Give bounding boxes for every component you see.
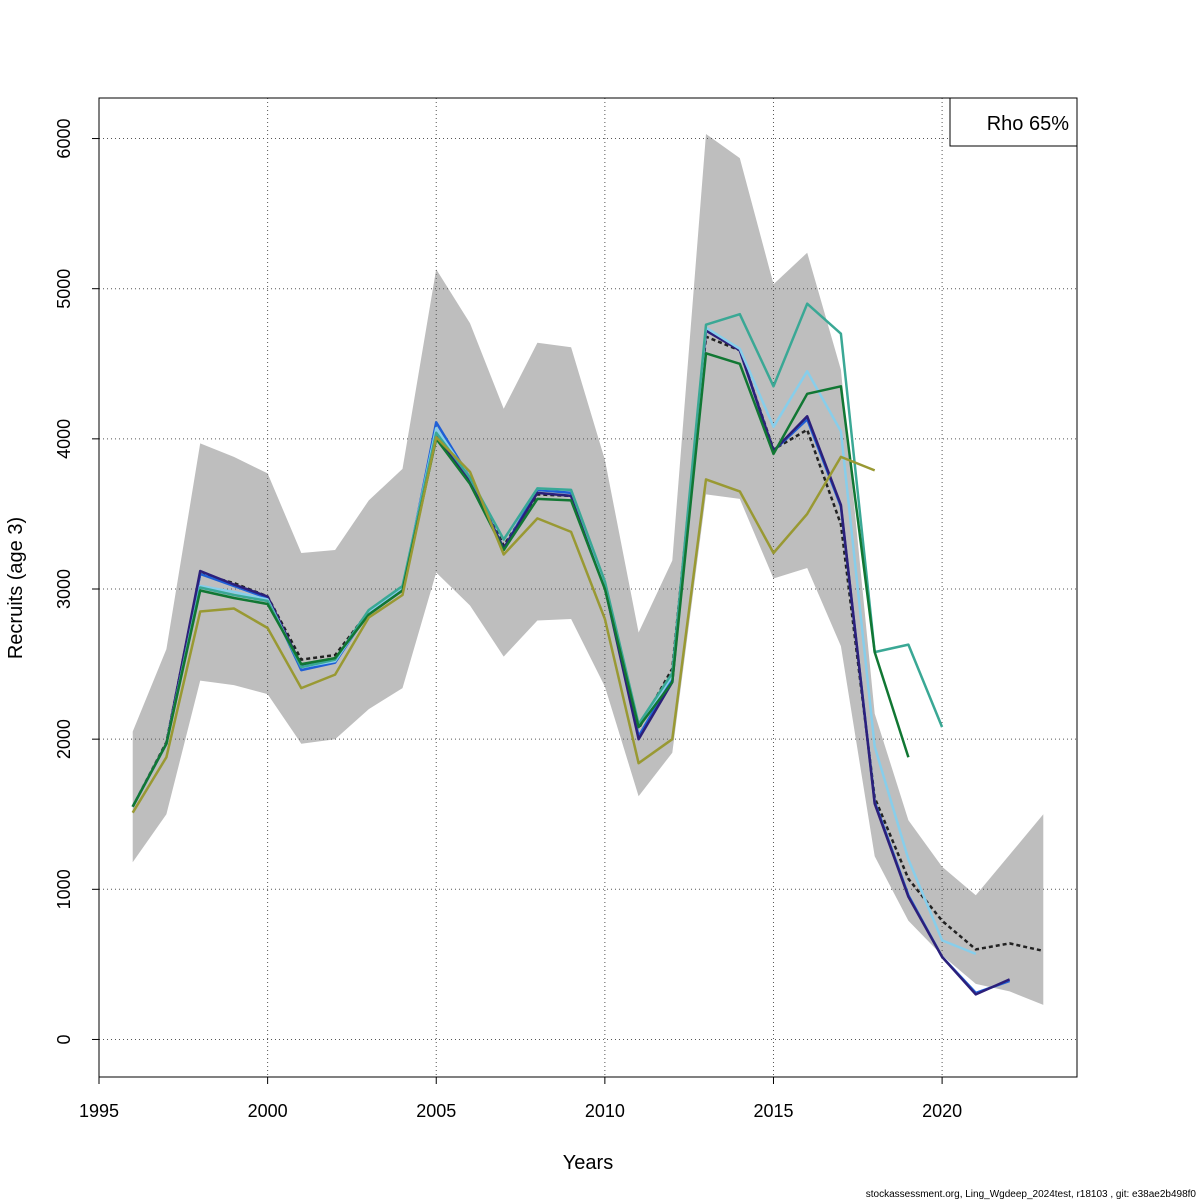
legend-box [949, 97, 1078, 147]
y-axis: 0 1000 2000 3000 4000 5000 6000 [54, 119, 100, 1044]
series-line-7 [131, 436, 876, 814]
y-tick-label: 2000 [54, 719, 74, 759]
x-tick-label: 1995 [79, 1101, 119, 1121]
footer-note: stockassessment.org, Ling_Wgdeep_2024tes… [866, 1189, 1197, 1200]
x-tick-label: 2005 [416, 1101, 456, 1121]
x-tick-label: 2010 [585, 1101, 625, 1121]
legend-text: Rho 65% [987, 113, 1069, 135]
legend: Rho 65% [949, 97, 1078, 147]
series-line-1 [131, 335, 1044, 953]
y-tick-label: 0 [54, 1034, 74, 1044]
series-line-5 [131, 302, 944, 808]
y-tick-label: 5000 [54, 269, 74, 309]
confidence-band [132, 134, 1044, 1005]
y-tick-label: 6000 [54, 119, 74, 159]
series-lines [131, 302, 1044, 996]
x-axis: 1995 2000 2005 2010 2015 2020 [79, 1076, 962, 1121]
y-axis-title: Recruits (age 3) [5, 517, 27, 659]
x-tick-label: 2000 [248, 1101, 288, 1121]
x-tick-label: 2020 [922, 1101, 962, 1121]
x-axis-title: Years [563, 1152, 613, 1174]
x-tick-label: 2015 [753, 1101, 793, 1121]
ci-band-area [132, 134, 1044, 1005]
y-tick-label: 1000 [54, 869, 74, 909]
grid [98, 98, 1077, 1077]
y-tick-label: 3000 [54, 569, 74, 609]
series-line-6 [131, 352, 910, 808]
y-tick-label: 4000 [54, 419, 74, 459]
